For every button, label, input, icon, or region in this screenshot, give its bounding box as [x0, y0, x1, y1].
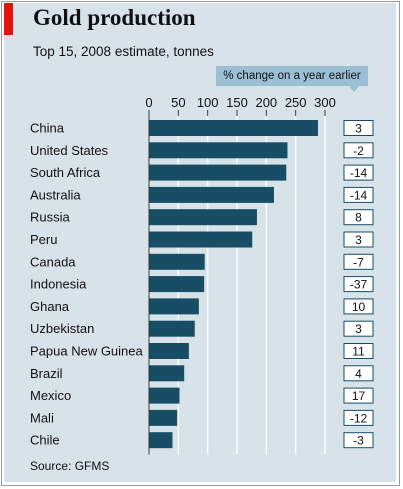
bar	[149, 231, 253, 248]
category-label: South Africa	[30, 165, 101, 180]
change-value: 10	[352, 300, 366, 314]
chart-subtitle: Top 15, 2008 estimate, tonnes	[33, 44, 214, 59]
category-label: United States	[30, 143, 109, 158]
bar	[149, 387, 180, 404]
change-badge	[343, 276, 374, 293]
category-label: Mexico	[30, 388, 71, 403]
change-value: 3	[355, 322, 362, 336]
x-tick-label: 0	[145, 95, 152, 110]
category-label: China	[30, 121, 65, 136]
change-value: -2	[353, 144, 364, 158]
change-badge	[343, 142, 374, 159]
change-column-header: % change on a year earlier	[216, 66, 368, 86]
change-value: -12	[350, 411, 368, 425]
change-value: 17	[352, 389, 366, 403]
change-badge	[343, 253, 374, 270]
change-value: -14	[350, 166, 368, 180]
category-label: Brazil	[30, 366, 63, 381]
change-badge	[343, 120, 374, 136]
bar	[149, 186, 274, 203]
change-badge	[343, 298, 374, 315]
bar	[149, 320, 195, 337]
change-value: -3	[353, 434, 364, 448]
change-value: 3	[355, 122, 362, 136]
change-badge	[343, 432, 374, 449]
change-value: -7	[353, 255, 364, 269]
bar	[149, 209, 257, 226]
change-badge	[343, 164, 374, 181]
bar	[149, 142, 288, 159]
bar	[149, 253, 205, 270]
category-label: Mali	[30, 410, 54, 425]
change-badge	[343, 343, 374, 359]
x-tick-label: 100	[197, 95, 219, 110]
bar	[149, 365, 185, 382]
category-label: Papua New Guinea	[30, 344, 144, 359]
category-label: Indonesia	[30, 277, 87, 292]
change-header-pointer	[349, 86, 359, 92]
change-value: 8	[355, 211, 362, 225]
bar	[149, 164, 287, 181]
x-tick-label: 250	[285, 95, 307, 110]
change-value: 11	[352, 345, 365, 359]
x-tick-label: 300	[314, 95, 336, 110]
source-note: Source: GFMS	[30, 459, 110, 473]
category-label: Australia	[30, 187, 81, 202]
change-badge	[343, 186, 374, 203]
change-badge	[343, 209, 374, 226]
bar	[149, 432, 173, 449]
bar	[149, 298, 199, 315]
bar	[149, 409, 178, 426]
category-label: Peru	[30, 232, 57, 247]
change-badge	[343, 320, 374, 337]
category-label: Canada	[30, 254, 76, 269]
category-label: Uzbekistan	[30, 321, 94, 336]
change-value: 4	[355, 367, 362, 381]
change-badge	[343, 231, 374, 248]
x-tick-label: 150	[226, 95, 248, 110]
x-tick-label: 50	[171, 95, 185, 110]
change-badge	[343, 387, 374, 404]
change-badge	[343, 365, 374, 382]
change-value: 3	[355, 233, 362, 247]
change-badge	[343, 409, 374, 426]
x-tick-label: 200	[255, 95, 277, 110]
category-label: Chile	[30, 433, 60, 448]
category-label: Russia	[30, 210, 71, 225]
change-value: -14	[350, 188, 368, 202]
change-value: -37	[350, 278, 368, 292]
chart-title: Gold production	[33, 5, 196, 30]
red-accent-tab	[4, 3, 13, 35]
bar	[149, 276, 205, 293]
bar	[149, 343, 189, 359]
category-label: Ghana	[30, 299, 70, 314]
bar	[149, 120, 318, 136]
